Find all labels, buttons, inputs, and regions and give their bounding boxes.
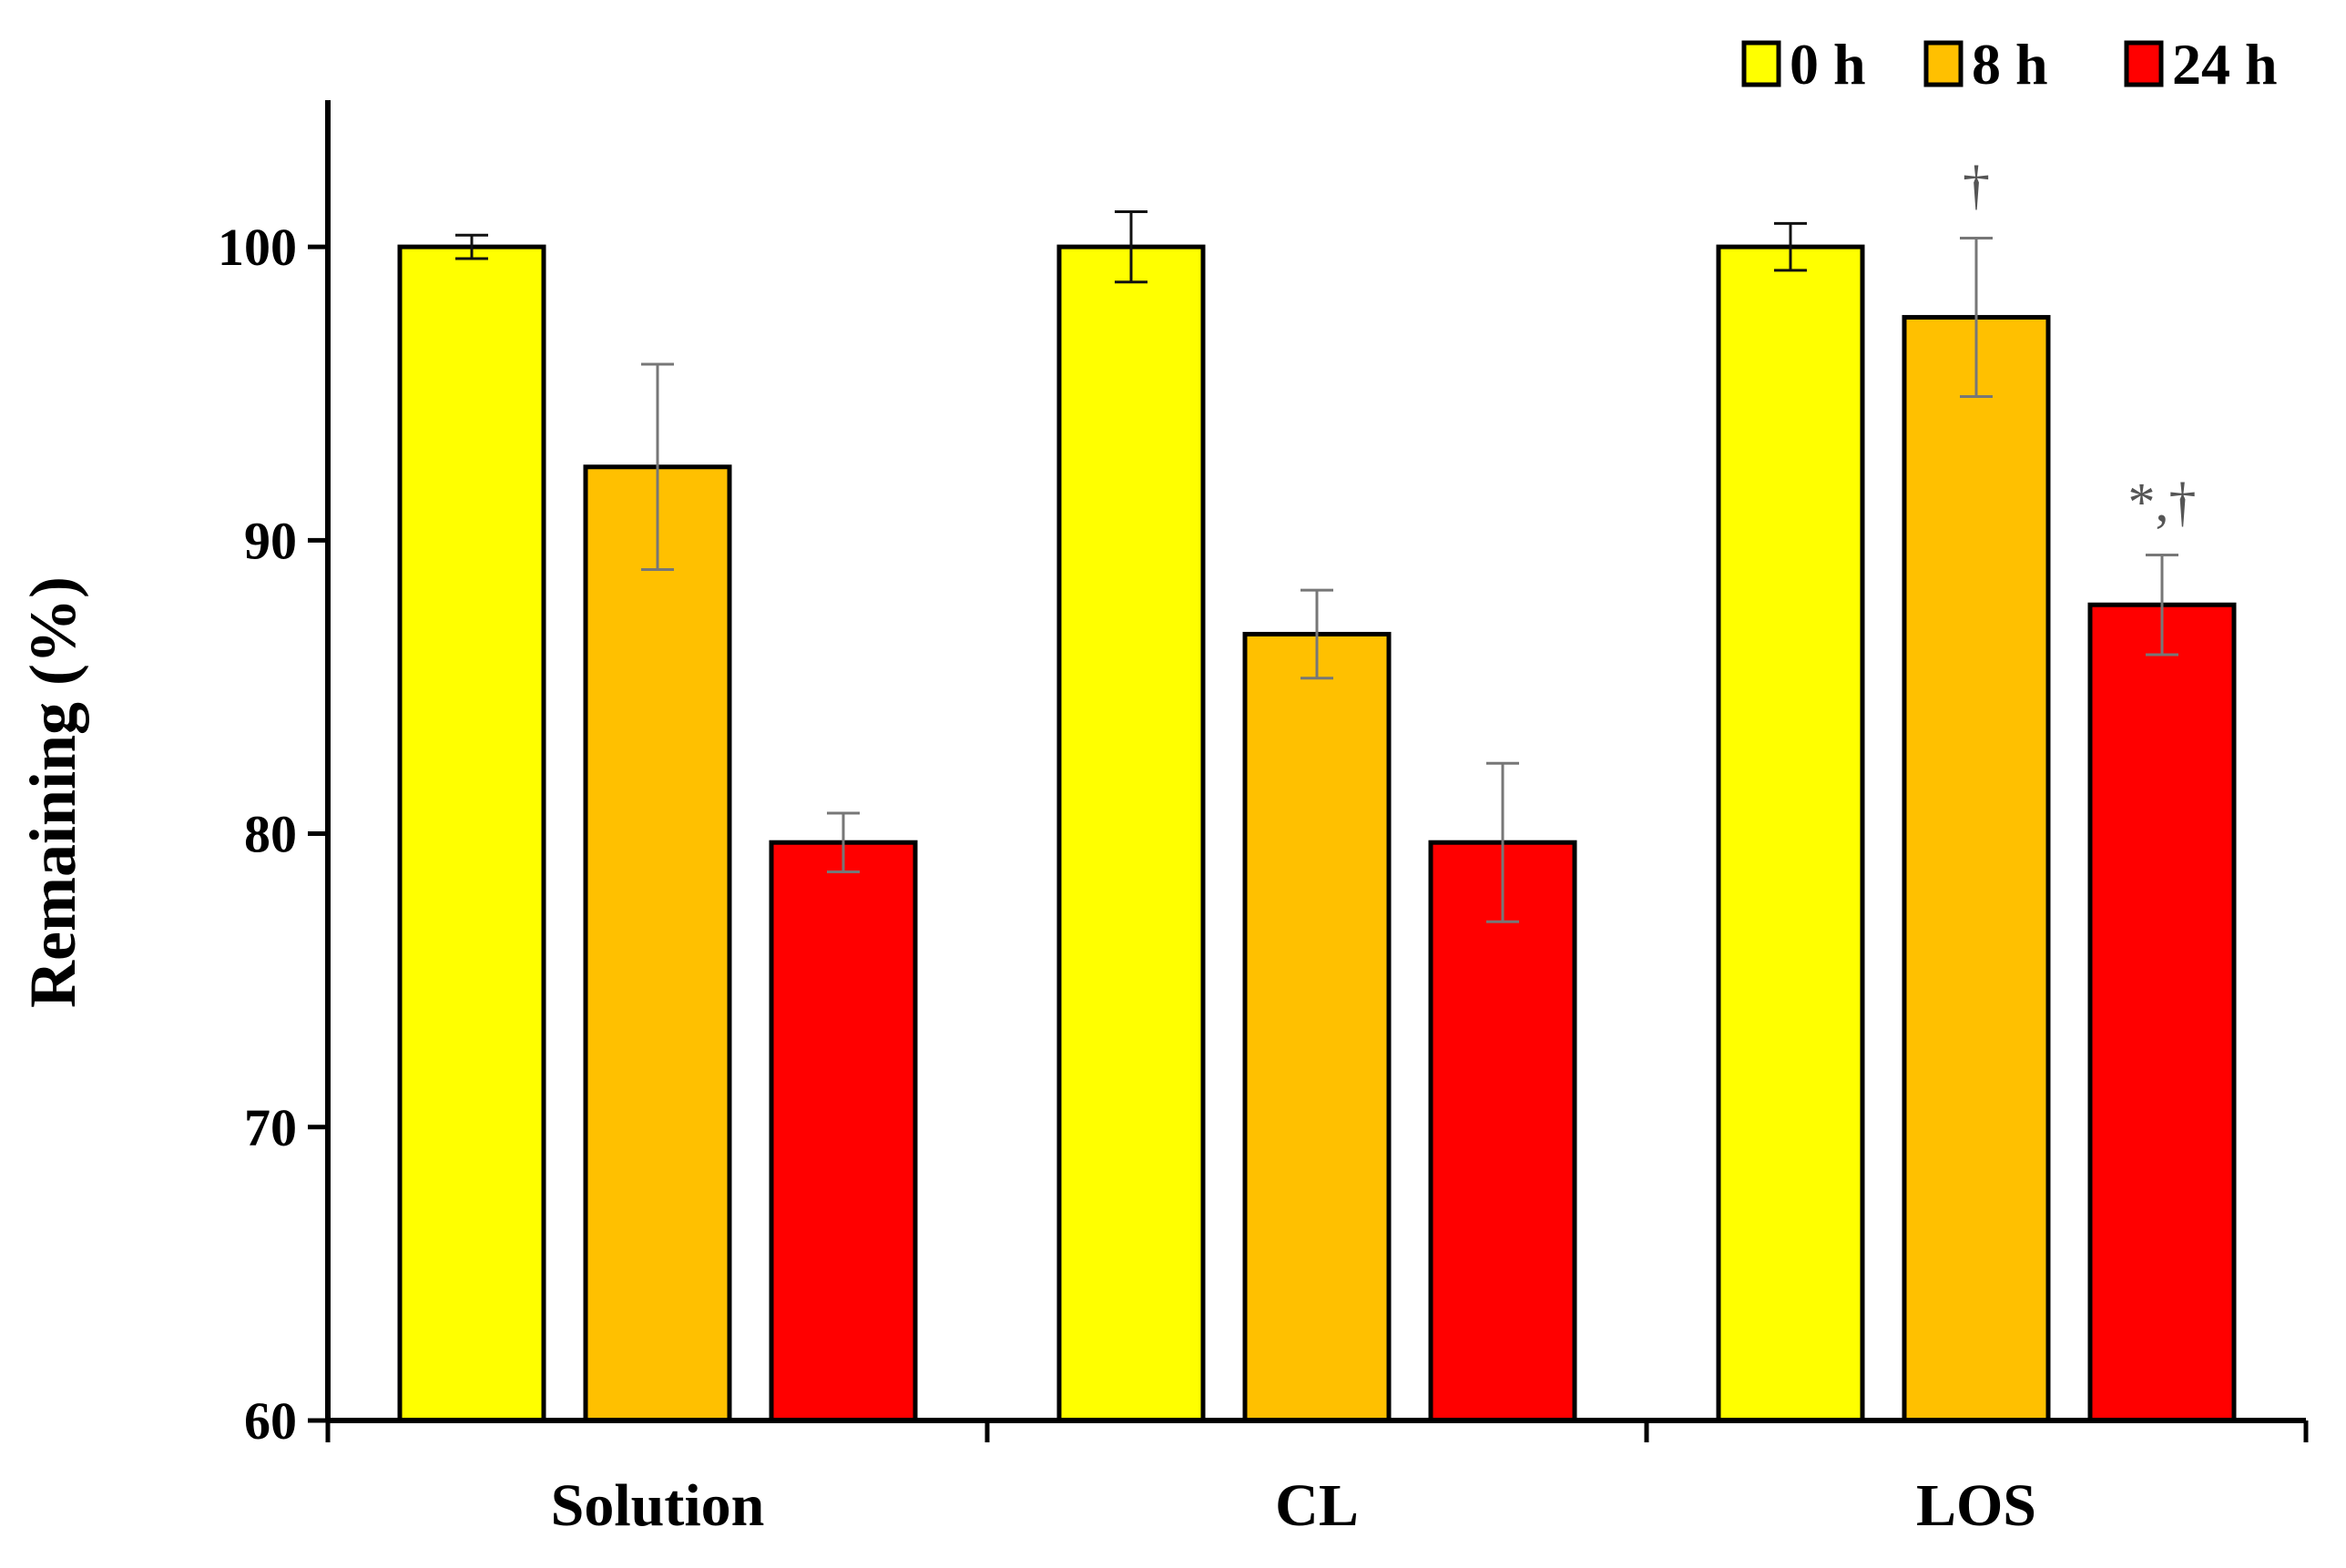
legend-label: 0 h: [1790, 32, 1866, 97]
legend-label: 24 h: [2172, 32, 2278, 97]
bar-solution-0h: [397, 244, 546, 1423]
bars-layer: [397, 244, 2237, 1423]
legend-swatch: [1923, 40, 1964, 87]
legend-swatch: [2124, 40, 2164, 87]
y-tick-label: 60: [244, 1391, 297, 1451]
bar-los-0h: [1716, 244, 1865, 1423]
legend-label: 8 h: [1972, 32, 2048, 97]
ticks-layer: 60 70 80 90 100 Solution CL LOS: [218, 218, 2309, 1539]
bar-cl-0h: [1056, 244, 1206, 1423]
significance-annotation: *,†: [2128, 472, 2197, 532]
legend: 0 h 8 h 24 h: [1741, 32, 2278, 97]
bar-solution-8h: [583, 464, 732, 1423]
y-tick-label: 90: [244, 511, 297, 570]
x-category-label: LOS: [1916, 1472, 2036, 1539]
bar-solution-24h: [769, 840, 918, 1423]
y-tick-label: 100: [218, 218, 297, 277]
bar-los-24h: [2087, 602, 2237, 1423]
axes-layer: [325, 100, 2306, 1423]
x-category-label: CL: [1275, 1472, 1359, 1539]
y-tick-label: 70: [244, 1098, 297, 1157]
y-axis-title: Remaining (%): [16, 576, 89, 1008]
bar-los-8h: [1902, 314, 2051, 1423]
annotations-layer: † *,†: [1963, 155, 2197, 532]
legend-swatch: [1741, 40, 1781, 87]
x-category-label: Solution: [551, 1472, 765, 1539]
y-tick-label: 80: [244, 805, 297, 864]
bar-cl-8h: [1242, 631, 1392, 1423]
error-bars-layer: [455, 209, 2178, 923]
bar-cl-24h: [1428, 840, 1577, 1423]
significance-annotation: †: [1963, 155, 1990, 215]
